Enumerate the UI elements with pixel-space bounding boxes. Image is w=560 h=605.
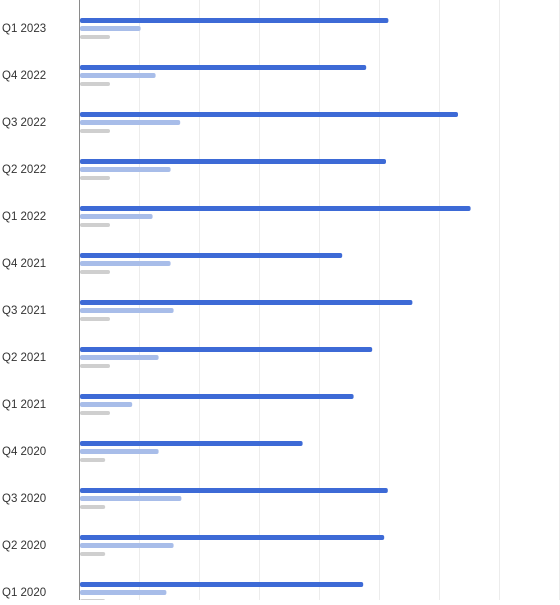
bar-series-1 [80, 535, 385, 540]
category-label: Q4 2021 [2, 258, 46, 270]
bar-series-3 [80, 176, 110, 180]
bars [80, 18, 471, 603]
category-label: Q1 2022 [2, 211, 46, 223]
bar-series-1 [80, 394, 354, 399]
bar-series-3 [80, 35, 110, 39]
category-label: Q3 2021 [2, 305, 46, 317]
bar-series-1 [80, 206, 471, 211]
bar-series-3 [80, 82, 110, 86]
category-label: Q2 2022 [2, 164, 46, 176]
category-label: Q3 2020 [2, 493, 46, 505]
category-label: Q4 2022 [2, 70, 46, 82]
bar-series-1 [80, 582, 364, 587]
bar-series-2 [80, 590, 167, 595]
bar-series-2 [80, 214, 153, 219]
bar-series-1 [80, 441, 303, 446]
bar-series-1 [80, 18, 389, 23]
bar-series-2 [80, 261, 171, 266]
category-label: Q2 2021 [2, 352, 46, 364]
bar-series-3 [80, 364, 110, 368]
bar-series-1 [80, 300, 413, 305]
bar-series-1 [80, 253, 343, 258]
bar-series-3 [80, 458, 106, 462]
bar-series-3 [80, 270, 110, 274]
bar-series-2 [80, 355, 159, 360]
bar-series-2 [80, 73, 156, 78]
bar-series-1 [80, 159, 386, 164]
category-label: Q1 2021 [2, 399, 46, 411]
category-label: Q3 2022 [2, 117, 46, 129]
bar-series-3 [80, 223, 110, 227]
bar-series-3 [80, 317, 110, 321]
bar-series-2 [80, 26, 141, 31]
category-label: Q2 2020 [2, 540, 46, 552]
category-labels: Q1 2023 Q4 2022 Q3 2022 Q2 2022 Q1 2022 Q4 20… [2, 23, 46, 599]
bar-series-2 [80, 308, 174, 313]
bar-series-1 [80, 65, 367, 70]
bar-series-2 [80, 543, 174, 548]
bar-series-2 [80, 496, 182, 501]
bar-series-1 [80, 347, 373, 352]
bar-series-2 [80, 402, 133, 407]
bar-series-1 [80, 488, 388, 493]
bar-series-3 [80, 552, 106, 556]
bar-series-3 [80, 129, 110, 133]
bar-series-3 [80, 411, 110, 415]
bar-series-3 [80, 505, 106, 509]
category-label: Q4 2020 [2, 446, 46, 458]
bar-series-1 [80, 112, 458, 117]
category-label: Q1 2020 [2, 587, 46, 599]
bar-series-2 [80, 167, 171, 172]
category-label: Q1 2023 [2, 23, 46, 35]
bar-series-2 [80, 120, 181, 125]
bar-series-2 [80, 449, 159, 454]
